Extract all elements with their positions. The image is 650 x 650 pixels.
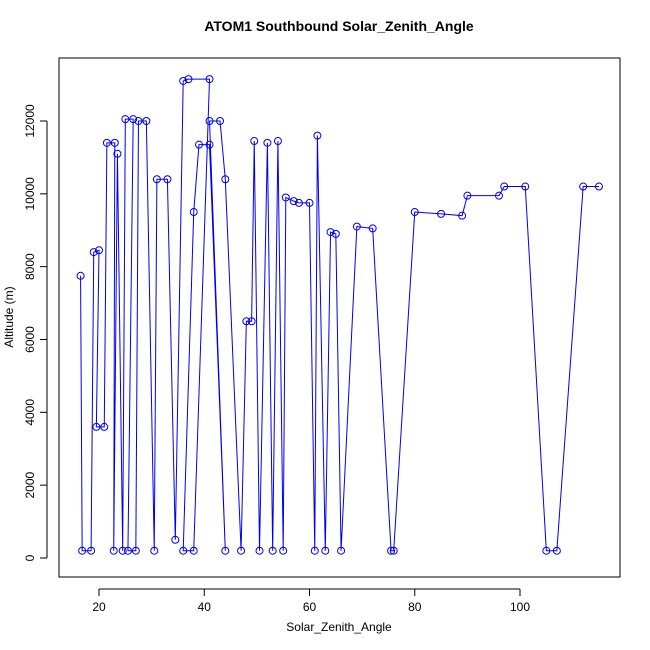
data-point: [281, 193, 290, 202]
y-tick-label: 8000: [23, 253, 37, 280]
data-point: [437, 209, 446, 218]
data-point: [94, 246, 103, 255]
y-tick-label: 2000: [23, 471, 37, 498]
data-point: [205, 75, 214, 84]
y-tick-label: 12000: [23, 104, 37, 138]
data-point: [89, 248, 98, 257]
data-point: [110, 138, 119, 147]
data-point: [221, 546, 230, 555]
data-point: [594, 182, 603, 191]
data-point: [263, 138, 272, 147]
y-tick-label: 6000: [23, 326, 37, 353]
data-point: [313, 131, 322, 140]
data-point: [118, 546, 127, 555]
data-point: [268, 546, 277, 555]
data-point: [78, 546, 87, 555]
data-point: [368, 224, 377, 233]
data-point: [216, 116, 225, 125]
data-point: [579, 182, 588, 191]
data-point: [150, 546, 159, 555]
data-point: [389, 546, 398, 555]
data-point: [87, 546, 96, 555]
y-tick-label: 0: [23, 554, 37, 561]
data-point: [279, 546, 288, 555]
data-point: [221, 175, 230, 184]
data-point: [205, 116, 214, 125]
data-point: [92, 422, 101, 431]
x-tick-label: 100: [510, 600, 530, 614]
data-point: [237, 546, 246, 555]
data-point: [463, 191, 472, 200]
data-point: [273, 137, 282, 146]
data-point: [331, 229, 340, 238]
data-point: [142, 116, 151, 125]
data-point: [242, 317, 251, 326]
data-point: [102, 138, 111, 147]
data-point: [521, 182, 530, 191]
x-tick-label: 40: [198, 600, 212, 614]
x-tick-label: 20: [92, 600, 106, 614]
data-point: [163, 175, 172, 184]
series-line: [80, 78, 599, 552]
data-point: [289, 197, 298, 206]
data-point: [352, 222, 361, 231]
data-point: [255, 546, 264, 555]
data-point: [294, 198, 303, 207]
data-point: [247, 317, 256, 326]
y-tick-label: 4000: [23, 399, 37, 426]
data-point: [410, 208, 419, 217]
data-point: [109, 546, 118, 555]
data-point: [387, 546, 396, 555]
data-point: [152, 175, 161, 184]
plot-frame: [58, 57, 621, 578]
data-point: [179, 546, 188, 555]
data-point: [542, 546, 551, 555]
x-tick-label: 80: [408, 600, 422, 614]
data-point: [171, 535, 180, 544]
data-point: [131, 546, 140, 555]
data-point: [184, 75, 193, 84]
data-point: [113, 149, 122, 158]
x-axis-label: Solar_Zenith_Angle: [286, 620, 392, 634]
data-point: [189, 208, 198, 217]
data-point: [134, 116, 143, 125]
data-point: [250, 137, 259, 146]
data-point: [205, 140, 214, 149]
data-point: [129, 115, 138, 124]
data-point: [179, 76, 188, 85]
data-point: [100, 422, 109, 431]
data-point: [326, 228, 335, 237]
data-point: [458, 211, 467, 220]
data-point: [310, 546, 319, 555]
y-tick-label: 10000: [23, 177, 37, 211]
data-point: [552, 546, 561, 555]
data-point: [194, 140, 203, 149]
data-point: [321, 546, 330, 555]
data-point: [494, 191, 503, 200]
data-point: [76, 271, 85, 280]
data-point: [121, 115, 130, 124]
y-axis-label: Altitude (m): [2, 286, 16, 347]
x-tick-label: 60: [303, 600, 317, 614]
data-point: [500, 182, 509, 191]
data-point: [305, 198, 314, 207]
data-point: [337, 546, 346, 555]
data-point: [189, 546, 198, 555]
data-point: [123, 546, 132, 555]
chart-title: ATOM1 Southbound Solar_Zenith_Angle: [204, 18, 474, 34]
